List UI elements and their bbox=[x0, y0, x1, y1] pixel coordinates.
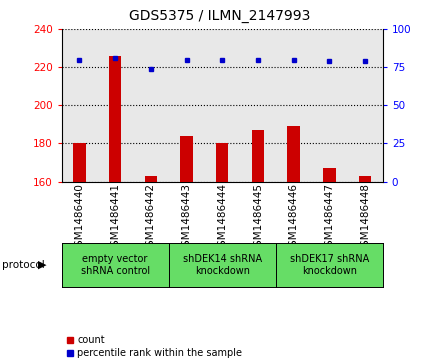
Bar bbox=[240, 29, 276, 182]
Bar bbox=[276, 29, 312, 182]
Bar bbox=[97, 29, 133, 182]
Bar bbox=[204, 29, 240, 182]
Bar bbox=[62, 29, 97, 182]
Bar bbox=[347, 29, 383, 182]
Bar bbox=[359, 176, 371, 182]
Bar bbox=[73, 143, 86, 182]
Bar bbox=[109, 56, 121, 182]
Legend: count, percentile rank within the sample: count, percentile rank within the sample bbox=[66, 335, 242, 358]
Bar bbox=[180, 136, 193, 182]
Text: shDEK17 shRNA
knockdown: shDEK17 shRNA knockdown bbox=[290, 254, 369, 276]
Bar bbox=[312, 29, 347, 182]
Text: ▶: ▶ bbox=[37, 260, 46, 270]
Text: protocol: protocol bbox=[2, 260, 45, 270]
Bar bbox=[323, 168, 336, 182]
Text: GDS5375 / ILMN_2147993: GDS5375 / ILMN_2147993 bbox=[129, 9, 311, 23]
Bar bbox=[287, 126, 300, 182]
Bar bbox=[133, 29, 169, 182]
Text: shDEK14 shRNA
knockdown: shDEK14 shRNA knockdown bbox=[183, 254, 262, 276]
Text: empty vector
shRNA control: empty vector shRNA control bbox=[81, 254, 150, 276]
Bar bbox=[252, 130, 264, 182]
Bar bbox=[169, 29, 204, 182]
Bar bbox=[216, 143, 228, 182]
Bar bbox=[145, 176, 157, 182]
